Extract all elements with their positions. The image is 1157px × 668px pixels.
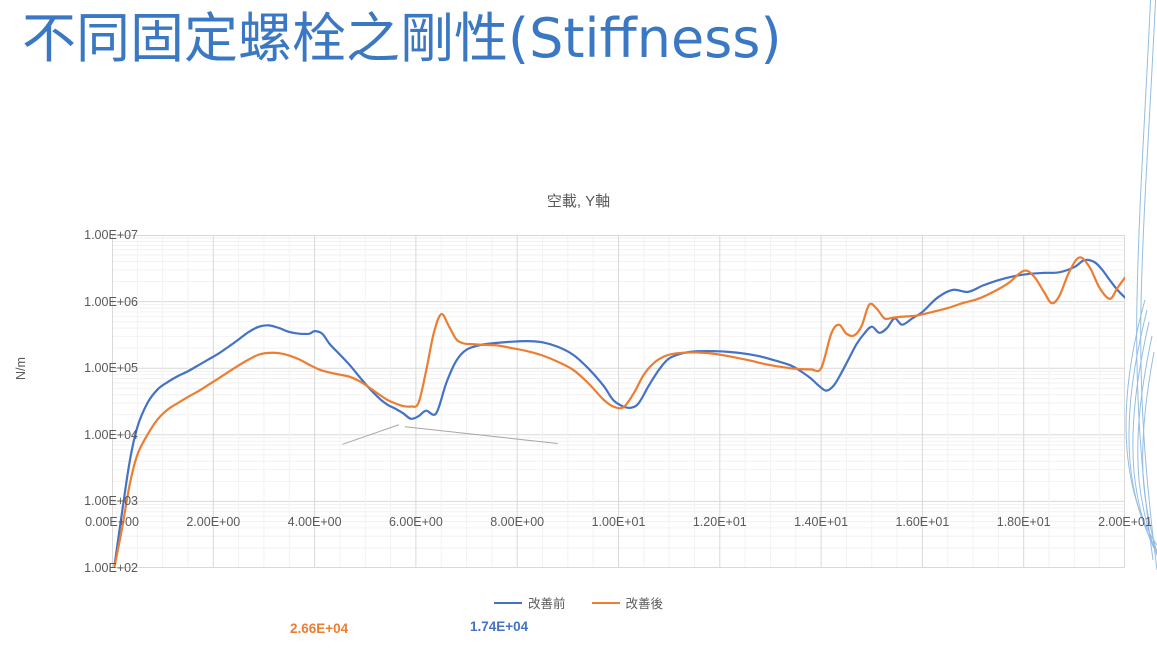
x-axis-tick: 1.40E+01 [794,515,849,529]
legend-swatch-after [591,601,620,604]
y-axis-tick: 1.00E+05 [84,361,138,376]
y-axis-tick: 1.00E+07 [84,228,138,242]
x-axis-tick: 2.00E+01 [1098,515,1152,529]
legend-item-before[interactable]: 改善前 [493,593,566,612]
x-axis-tick: 1.80E+01 [996,515,1051,529]
plot-area [112,235,1125,568]
chart-container: 空載, Y軸 N/m Hz 2.66E+04 1.74E+04 +52.9% 改… [0,175,1157,655]
x-axis-tick: 4.00E+00 [287,515,342,529]
y-axis-tick: 1.00E+03 [84,494,138,509]
x-axis-tick: 8.00E+00 [490,515,545,529]
legend-swatch-before [493,601,522,604]
x-axis-tick: 0.00E+00 [85,515,139,529]
series-line-before [115,260,1125,565]
y-axis-label: N/m [14,357,28,380]
page-title: 不同固定螺栓之剛性(Stiffness) [22,7,782,70]
x-axis-tick: 1.20E+01 [692,515,747,529]
chart-legend: 改善前 改善後 [0,593,1157,612]
plot-svg [112,235,1125,568]
annotation-value-after: 2.66E+04 [290,621,349,636]
annotation-value-before: 1.74E+04 [470,619,529,634]
y-axis-tick: 1.00E+02 [84,561,138,575]
x-axis-tick: 1.00E+01 [591,515,646,529]
y-axis-tick: 1.00E+06 [84,294,138,309]
x-axis-tick: 6.00E+00 [388,515,443,529]
x-axis-tick: 1.60E+01 [895,515,950,529]
chart-title: 空載, Y軸 [546,193,611,210]
legend-label-before: 改善前 [527,597,566,611]
legend-label-after: 改善後 [625,597,664,611]
x-axis-tick: 2.00E+00 [186,515,241,529]
y-axis-tick: 1.00E+04 [84,427,138,442]
series-line-after [115,257,1125,566]
legend-item-after[interactable]: 改善後 [591,593,664,612]
